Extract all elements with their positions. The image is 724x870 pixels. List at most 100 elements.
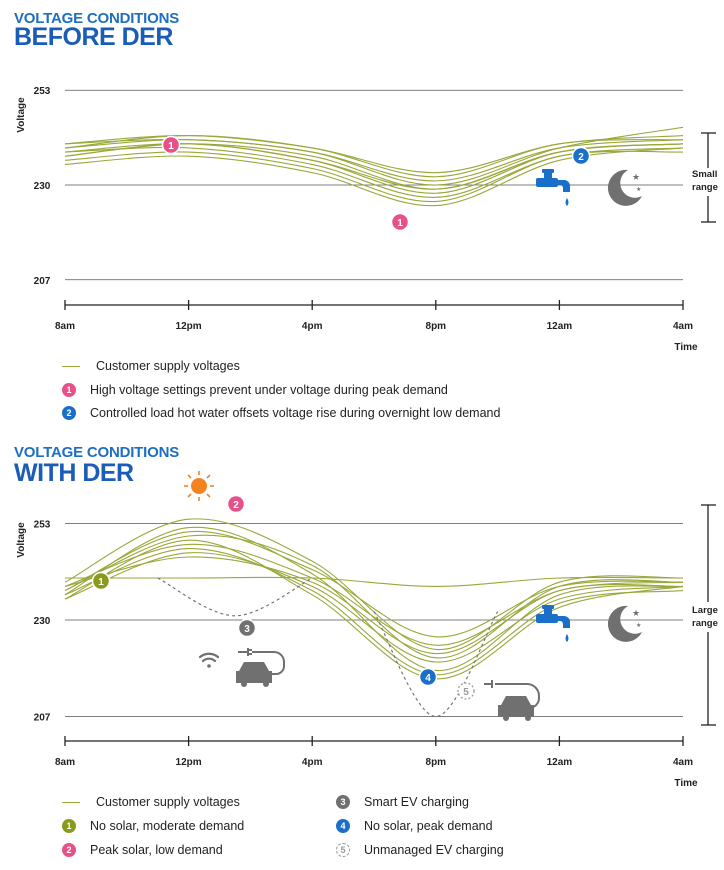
legend2-item2-label: Peak solar, low demand: [90, 843, 223, 857]
voltage-curve: [64, 539, 684, 680]
legend2-item3-label: Smart EV charging: [364, 795, 469, 809]
voltage-curve: [64, 552, 684, 663]
tap-icon: [536, 169, 570, 206]
x-tick-label: 12pm: [176, 321, 202, 332]
wifi-icon: [198, 652, 220, 668]
voltage-curve: [64, 576, 684, 587]
voltage-curve: [64, 548, 684, 676]
x-tick-label: 4am: [673, 757, 693, 768]
chart2-range-label-bg: [692, 602, 724, 632]
legend2-marker-3: 3: [336, 795, 350, 809]
legend2-marker-5: 5: [336, 843, 350, 857]
moon-stars-icon: ★ ★: [607, 169, 642, 206]
voltage-curve: [64, 143, 684, 190]
x-tick-label: 4am: [673, 321, 693, 332]
chart2-marker-2: 2: [226, 494, 246, 514]
chart2-range-label-1: Large: [692, 605, 718, 616]
legend2-item1: 1 No solar, moderate demand: [62, 819, 244, 833]
svg-text:2: 2: [233, 500, 239, 511]
svg-text:★: ★: [636, 622, 641, 629]
chart1-xlabel: Time: [674, 342, 698, 353]
x-tick-label: 8pm: [426, 757, 447, 768]
legend2-line-label: Customer supply voltages: [96, 795, 240, 809]
legend-line-swatch-2: [62, 801, 80, 803]
voltage-curve: [64, 518, 684, 650]
y-tick-label: 253: [34, 519, 51, 530]
chart1-curves: [64, 126, 684, 207]
legend1-line-item: Customer supply voltages: [62, 359, 240, 373]
voltage-curve: [64, 143, 684, 194]
voltage-curve: [64, 534, 684, 659]
y-tick-label: 207: [34, 276, 51, 287]
chart2-range-label-2: range: [692, 618, 718, 629]
legend1-item1: 1 High voltage settings prevent under vo…: [62, 383, 448, 397]
legend2-item5-label: Unmanaged EV charging: [364, 843, 504, 857]
chart1-plot: Voltage 207 230 253 8am 12pm 4pm 8pm 12am 4am Ti…: [16, 86, 724, 353]
ev-charging-curve: [157, 577, 313, 617]
chart2-marker-1: 1: [91, 571, 111, 591]
legend1-item2-label: Controlled load hot water offsets voltag…: [90, 406, 501, 420]
legend1-item2: 2 Controlled load hot water offsets volt…: [62, 406, 500, 420]
legend2-item5: 5 Unmanaged EV charging: [336, 843, 504, 857]
svg-text:4: 4: [425, 673, 431, 684]
chart1-range-label-1: Small: [692, 169, 717, 180]
x-tick-label: 12pm: [176, 757, 202, 768]
tap-icon-2: [536, 605, 570, 642]
chart2-ticks: 207 230 253 8am 12pm 4pm 8pm 12am 4am: [34, 519, 693, 768]
svg-text:3: 3: [244, 624, 250, 635]
voltage-curve: [64, 147, 684, 207]
legend2-item4: 4 No solar, peak demand: [336, 819, 493, 833]
x-tick-label: 12am: [547, 321, 573, 332]
x-tick-label: 8pm: [426, 321, 447, 332]
chart1-ylabel: Voltage: [16, 97, 27, 133]
svg-text:5: 5: [463, 687, 469, 698]
chart2-grid: [65, 523, 683, 717]
x-tick-label: 8am: [55, 321, 75, 332]
chart1-marker-1a: 1: [161, 135, 181, 155]
legend2-item3: 3 Smart EV charging: [336, 795, 469, 809]
legend1-marker-2: 2: [62, 406, 76, 420]
chart1-title-line1: VOLTAGE CONDITIONS: [14, 10, 180, 27]
voltage-curve: [64, 530, 684, 638]
y-tick-label: 230: [34, 616, 51, 627]
legend2-item4-label: No solar, peak demand: [364, 819, 493, 833]
legend2-line-item: Customer supply voltages: [62, 795, 240, 809]
chart1-title-line2: BEFORE DER: [14, 23, 173, 51]
legend2-marker-4: 4: [336, 819, 350, 833]
chart2-curves: [64, 518, 684, 680]
svg-text:★: ★: [636, 186, 641, 193]
sun-icon: [184, 471, 214, 501]
chart2-title-line1: VOLTAGE CONDITIONS: [14, 444, 180, 461]
voltage-curve: [64, 556, 684, 655]
chart2-xlabel: Time: [674, 778, 698, 789]
legend1-line-label: Customer supply voltages: [96, 359, 240, 373]
car-icon-2: [498, 696, 534, 721]
svg-text:★: ★: [632, 608, 640, 618]
x-tick-label: 4pm: [302, 757, 323, 768]
chart1-range-label-2: range: [692, 182, 718, 193]
svg-text:2: 2: [578, 152, 584, 163]
chart2-title-line2: WITH DER: [14, 459, 134, 487]
ev-plug-icon: [238, 648, 285, 675]
chart1-marker-1b: 1: [390, 212, 410, 232]
svg-text:★: ★: [632, 172, 640, 182]
y-tick-label: 207: [34, 713, 51, 724]
y-tick-label: 230: [34, 181, 51, 192]
chart1-range-label-bg: [692, 168, 724, 196]
legend2-marker-2: 2: [62, 843, 76, 857]
chart2-marker-4: 4: [418, 667, 438, 687]
voltage-curve: [64, 135, 684, 178]
chart1-marker-2: 2: [571, 146, 591, 166]
legend-line-swatch: [62, 365, 80, 367]
svg-text:1: 1: [98, 577, 104, 588]
x-tick-label: 8am: [55, 757, 75, 768]
legend2-marker-1: 1: [62, 819, 76, 833]
moon-stars-icon-2: ★ ★: [607, 605, 642, 642]
legend1-item1-label: High voltage settings prevent under volt…: [90, 383, 448, 397]
chart2-marker-3: 3: [237, 618, 257, 638]
legend1-marker-1: 1: [62, 383, 76, 397]
voltage-curve: [64, 150, 684, 203]
chart2-ylabel: Voltage: [16, 522, 27, 558]
legend2-item2: 2 Peak solar, low demand: [62, 843, 223, 857]
legend2-item1-label: No solar, moderate demand: [90, 819, 245, 833]
